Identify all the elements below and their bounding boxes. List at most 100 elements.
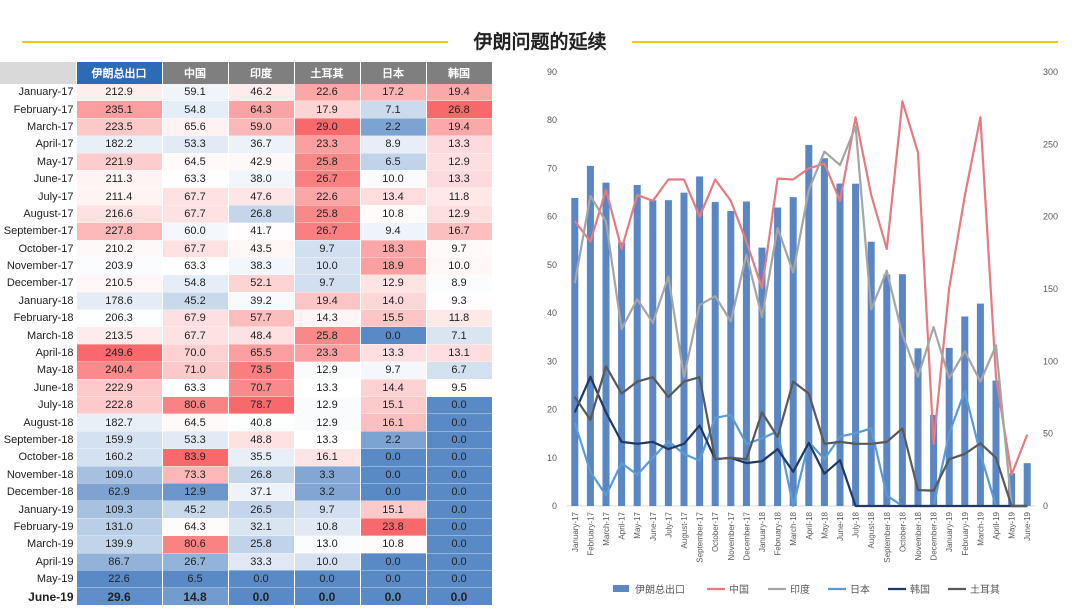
row-label: September-18: [0, 431, 77, 450]
x-tick-label: June-18: [836, 511, 845, 540]
table-row: September-18 159.9 53.3 48.8 13.3 2.2 0.0: [0, 431, 493, 450]
legend-label: 土耳其: [970, 583, 1000, 596]
x-tick-label: August-18: [867, 511, 876, 548]
table-cell: 64.5: [162, 413, 229, 432]
table-cell: 0.0: [426, 553, 493, 571]
table-cell: 64.3: [228, 100, 295, 119]
table-cell: 73.3: [162, 466, 229, 484]
table-cell: 26.7: [294, 170, 361, 189]
y-left-tick-label: 80: [547, 115, 557, 125]
table-cell: 109.3: [76, 500, 163, 519]
table-cell: 29.6: [76, 587, 163, 606]
table-cell: 60.0: [162, 222, 229, 241]
table-cell: 26.7: [162, 553, 229, 571]
table-cell: 160.2: [76, 448, 163, 467]
table-cell: 38.0: [228, 170, 295, 189]
table-cell: 9.7: [294, 274, 361, 293]
table-cell: 12.9: [426, 205, 493, 224]
series-line: [573, 125, 1028, 508]
table-cell: 235.1: [76, 100, 163, 119]
table-cell: 23.3: [294, 135, 361, 154]
x-tick-label: February-19: [961, 511, 970, 555]
row-label: January-17: [0, 84, 77, 102]
column-header: 中国: [162, 62, 229, 84]
y-left-tick-label: 50: [547, 260, 557, 270]
table-cell: 18.9: [360, 257, 427, 276]
table-cell: 10.0: [294, 257, 361, 276]
x-tick-label: June-17: [649, 511, 658, 540]
table-cell: 63.3: [162, 379, 229, 398]
table-cell: 19.4: [426, 118, 493, 137]
table-cell: 6.5: [162, 570, 229, 589]
table-cell: 10.8: [360, 205, 427, 224]
table-cell: 22.6: [294, 187, 361, 206]
row-label: September-17: [0, 222, 77, 241]
bar-iran-export: [680, 192, 688, 507]
table-cell: 2.2: [360, 118, 427, 137]
table-cell: 0.0: [426, 483, 493, 502]
table-row: April-19 86.7 26.7 33.3 10.0 0.0 0.0: [0, 553, 493, 571]
x-tick-label: September-17: [696, 511, 705, 562]
bar-iran-export: [898, 274, 906, 506]
table-cell: 14.8: [162, 587, 229, 606]
table-cell: 0.0: [360, 326, 427, 345]
table-cell: 12.9: [294, 413, 361, 432]
table-cell: 9.7: [294, 500, 361, 519]
table-cell: 25.8: [294, 153, 361, 171]
table-cell: 6.5: [360, 153, 427, 171]
x-tick-label: December-17: [742, 511, 751, 560]
x-tick-label: November-17: [727, 511, 736, 560]
page-title: 伊朗问题的延续: [473, 31, 607, 53]
bar-iran-export: [820, 158, 828, 506]
table-cell: 14.4: [360, 379, 427, 398]
table-cell: 10.0: [360, 170, 427, 189]
table-cell: 48.4: [228, 326, 295, 345]
table-cell: 7.1: [360, 100, 427, 119]
table-row: October-18 160.2 83.9 35.5 16.1 0.0 0.0: [0, 448, 493, 467]
row-label: August-18: [0, 413, 77, 432]
table-cell: 57.7: [228, 309, 295, 328]
series-line: [573, 100, 1029, 476]
y-left-tick-label: 60: [547, 212, 557, 222]
table-cell: 11.8: [426, 187, 493, 206]
table-cell: 0.0: [294, 570, 361, 589]
y-right-tick-label: 50: [1043, 429, 1053, 439]
table-cell: 159.9: [76, 431, 163, 450]
legend-label: 中国: [729, 583, 749, 596]
x-tick-label: April-19: [992, 511, 1001, 539]
table-cell: 12.9: [162, 483, 229, 502]
table-cell: 221.9: [76, 153, 163, 171]
table-cell: 0.0: [360, 448, 427, 467]
x-tick-label: October-18: [898, 511, 907, 552]
table-cell: 211.3: [76, 170, 163, 189]
table-cell: 23.3: [294, 344, 361, 363]
table-cell: 182.7: [76, 413, 163, 432]
table-cell: 0.0: [426, 396, 493, 415]
table-row: September-17 227.8 60.0 41.7 26.7 9.4 16.7: [0, 222, 493, 241]
row-label: February-18: [0, 309, 77, 328]
bar-iran-export: [633, 184, 641, 506]
table-cell: 3.2: [294, 483, 361, 502]
row-label: June-18: [0, 379, 77, 398]
table-cell: 53.3: [162, 135, 229, 154]
table-row: December-17 210.5 54.8 52.1 9.7 12.9 8.9: [0, 274, 493, 293]
x-tick-label: April-17: [618, 511, 627, 539]
table-row: August-18 182.7 64.5 40.8 12.9 16.1 0.0: [0, 413, 493, 432]
table-cell: 52.1: [228, 274, 295, 293]
title-rule-left: [22, 41, 448, 43]
x-tick-label: June-19: [1023, 511, 1032, 540]
row-label: November-18: [0, 466, 77, 484]
y-left-tick-label: 70: [547, 163, 557, 173]
export-chart: 0 10 20 30 40 50 60 70 80 90 0 50 100 150 200 250 300 Jan…: [547, 67, 1058, 596]
row-label: July-18: [0, 396, 77, 415]
table-cell: 83.9: [162, 448, 229, 467]
table-row: February-19 131.0 64.3 32.1 10.8 23.8 0.0: [0, 518, 493, 537]
table-cell: 67.9: [162, 309, 229, 328]
table-cell: 213.5: [76, 326, 163, 345]
table-cell: 0.0: [426, 413, 493, 432]
bar-iran-export: [1008, 473, 1016, 506]
table-cell: 211.4: [76, 187, 163, 206]
table-row: June-17 211.3 63.3 38.0 26.7 10.0 13.3: [0, 170, 493, 189]
y-left-tick-label: 0: [552, 501, 557, 511]
table-cell: 227.8: [76, 222, 163, 241]
